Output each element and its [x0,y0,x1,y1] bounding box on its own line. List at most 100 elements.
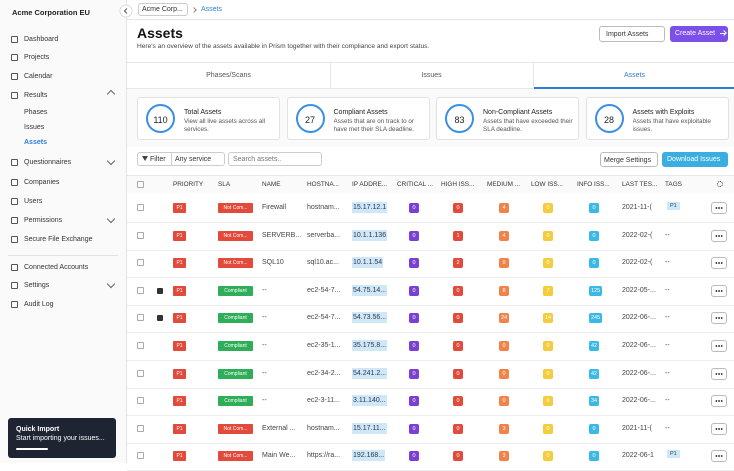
column-header[interactable]: HOSTNA... [307,181,339,188]
tab[interactable]: Issues [421,72,442,79]
row-checkbox[interactable] [137,424,144,432]
breadcrumb-item[interactable]: Acme Corp... [142,6,183,13]
menu-dots [715,345,723,347]
row-checkbox[interactable] [137,342,144,349]
merge-button[interactable]: Merge Settings [600,152,658,167]
search-box[interactable]: Search assets.. [228,152,322,166]
nav-icon [11,36,18,43]
nav-item[interactable]: Calendar [24,73,53,80]
divider [8,255,118,256]
row-checkbox[interactable] [137,231,144,239]
row-checkbox[interactable] [137,286,144,294]
row-menu[interactable] [711,229,727,242]
nav-item[interactable]: Assets [24,139,47,146]
collapse-button[interactable] [119,4,133,18]
nav-icon [11,73,18,80]
row-menu[interactable] [711,450,727,463]
nav-item[interactable]: Users [24,198,43,205]
column-header[interactable]: IP ADDRE... [352,181,388,188]
row-checkbox[interactable] [137,397,144,405]
nav-item[interactable]: Audit Log [24,301,54,308]
sla-badge: Not Com... [218,423,253,434]
tab[interactable]: Assets [623,72,645,79]
nav-item[interactable]: Permissions [24,217,63,224]
column-header[interactable]: LOW ISS... [531,181,563,188]
chevron [106,156,116,166]
cell: hostnam... [307,204,340,211]
nav-item[interactable]: Phases [24,109,48,116]
column-header[interactable]: INFO ISS... [577,181,610,188]
cell: 2022-02-( [622,231,653,239]
issue-count: 0 [543,341,553,351]
issue-count: 0 [589,451,599,462]
issue-count: 0 [543,451,553,462]
nav-item[interactable]: Issues [24,124,45,131]
row-menu[interactable] [711,284,727,297]
row-line [127,360,734,361]
nav-item[interactable]: Projects [24,54,50,61]
cell: ec2-54-7... [307,314,341,322]
stat-card: 83 Non-Compliant Assets Assets that have e… [436,97,579,140]
chevron [106,89,116,99]
row-checkbox[interactable] [137,452,144,460]
header-checkbox[interactable] [137,181,144,188]
tab[interactable]: Phases/Scans [206,72,251,79]
column-header[interactable]: CRITICAL ... [397,181,433,188]
header-line [127,19,734,20]
nav-item[interactable]: Results [24,92,48,99]
cell: ec2-54-7... [307,286,341,294]
download-button[interactable]: Download Issues [662,152,728,167]
import-button[interactable]: Import Assets [599,26,665,42]
nav-icon [11,301,18,308]
row-menu[interactable] [711,395,727,408]
nav-item[interactable]: Secure File Exchange [24,236,93,243]
row-menu[interactable] [711,422,727,435]
row-menu[interactable] [711,367,727,380]
stat-value: 28 [603,115,614,125]
row-checkbox[interactable] [137,204,144,211]
filter-icon [142,156,148,161]
column-header[interactable]: LAST TES... [622,181,658,188]
stat-label: Assets with Exploits [632,109,695,116]
org-name[interactable]: Acme Corporation EU [12,8,90,17]
row-menu[interactable] [711,202,727,214]
stat-card: 28 Assets with Exploits Assets that have e… [585,97,729,140]
stat-value: 27 [304,115,315,125]
ip-address: 54.75.14... [352,284,388,296]
tab-underline [534,87,734,89]
issue-count: 0 [453,423,463,434]
stat-value: 83 [454,115,465,125]
create-button[interactable]: Create Asset [670,26,728,42]
nav-item[interactable]: Dashboard [24,36,59,43]
row-menu[interactable] [711,257,727,270]
column-header[interactable]: TAGS [665,181,682,188]
ip-address: 10.1.1.54 [352,257,384,269]
row-checkbox[interactable] [137,259,144,267]
gear-icon[interactable] [717,181,723,187]
column-header[interactable]: NAME [262,181,281,188]
nav-item[interactable]: Settings [24,282,50,289]
row-line [127,442,734,444]
filter-button[interactable]: Filter Any service [137,152,225,166]
column-header[interactable]: HIGH ISS... [441,181,475,188]
service-select[interactable]: Any service [175,156,212,163]
row-menu[interactable] [711,312,727,325]
ip-address: 35.175.8... [352,340,388,351]
row-menu[interactable] [711,340,727,352]
nav-item[interactable]: Companies [24,179,60,186]
row-checkbox[interactable] [137,369,144,377]
breadcrumb-item[interactable]: Assets [201,6,223,13]
nav-item[interactable]: Questionnaires [24,159,72,166]
ip-address: 54.241.2... [352,367,388,379]
tab-divider [533,62,534,88]
sla-badge: Not Com... [218,258,253,269]
priority-badge: P1 [173,230,186,241]
nav-item[interactable]: Connected Accounts [24,264,89,271]
stat-description: Assets that have exceeded their SLA dead… [483,118,573,133]
column-header[interactable]: PRIORITY [173,181,204,188]
quick-import[interactable]: Quick Import Start importing your issues.… [8,418,116,458]
row-checkbox[interactable] [137,314,144,322]
row-line [127,387,734,389]
column-header[interactable]: MEDIUM ... [487,181,521,188]
column-header[interactable]: SLA [218,181,231,188]
